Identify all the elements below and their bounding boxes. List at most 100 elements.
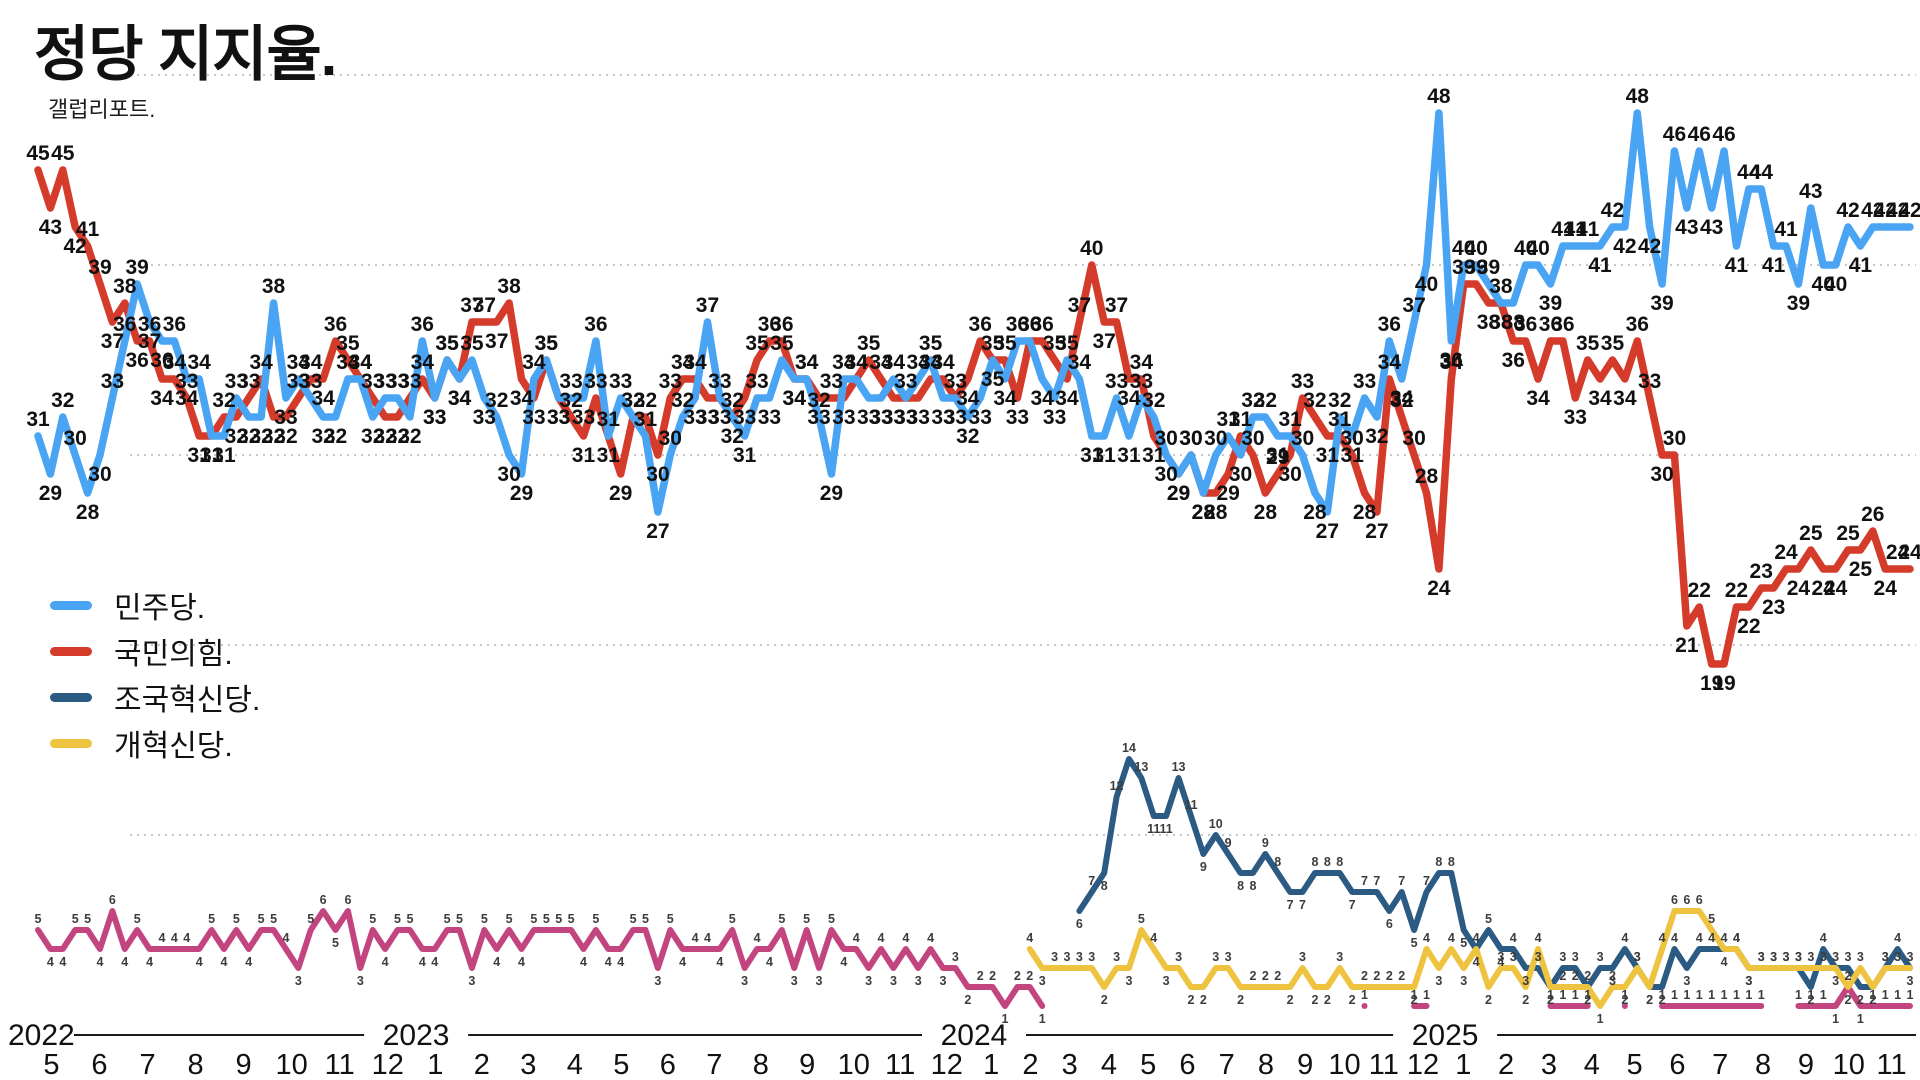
- svg-text:33: 33: [386, 370, 409, 393]
- svg-text:29: 29: [609, 482, 632, 505]
- svg-text:33: 33: [683, 406, 706, 429]
- svg-text:36: 36: [758, 313, 781, 336]
- svg-text:29: 29: [1266, 446, 1289, 469]
- svg-text:30: 30: [1340, 427, 1363, 450]
- svg-text:8: 8: [1311, 855, 1318, 869]
- svg-text:3: 3: [865, 974, 872, 988]
- svg-text:2: 2: [977, 969, 984, 983]
- svg-text:4: 4: [902, 931, 909, 945]
- svg-text:5: 5: [1138, 912, 1145, 926]
- svg-text:6: 6: [320, 893, 327, 907]
- svg-text:5: 5: [270, 912, 277, 926]
- svg-text:11: 11: [1160, 822, 1173, 836]
- svg-text:33: 33: [696, 406, 719, 429]
- svg-text:3: 3: [1857, 950, 1864, 964]
- svg-text:32: 32: [721, 425, 744, 448]
- svg-text:37: 37: [473, 294, 496, 317]
- svg-text:6: 6: [1683, 893, 1690, 907]
- month-label: 2: [1022, 1049, 1038, 1080]
- svg-text:26: 26: [1861, 503, 1884, 526]
- svg-text:42: 42: [64, 235, 87, 258]
- svg-text:31: 31: [597, 408, 621, 431]
- svg-text:4: 4: [1894, 931, 1901, 945]
- svg-text:33: 33: [944, 370, 967, 393]
- svg-text:40: 40: [1526, 237, 1549, 260]
- svg-text:8: 8: [1274, 855, 1281, 869]
- svg-text:4: 4: [704, 931, 711, 945]
- legend-label-rebuilding-korea: 조국혁신당.: [114, 684, 261, 717]
- svg-text:8: 8: [1448, 855, 1455, 869]
- svg-text:32: 32: [311, 425, 334, 448]
- svg-text:39: 39: [1539, 292, 1562, 315]
- month-label: 3: [520, 1049, 536, 1080]
- svg-text:33: 33: [1105, 370, 1128, 393]
- svg-text:3: 3: [791, 974, 798, 988]
- svg-text:5: 5: [506, 912, 513, 926]
- legend-label-minjoo: 민주당.: [114, 592, 206, 625]
- svg-text:1: 1: [1832, 1012, 1839, 1026]
- svg-text:48: 48: [1427, 85, 1451, 108]
- svg-text:13: 13: [1172, 760, 1186, 774]
- svg-text:4: 4: [1696, 931, 1703, 945]
- svg-text:3: 3: [940, 974, 947, 988]
- svg-text:3: 3: [952, 950, 959, 964]
- svg-text:37: 37: [101, 330, 124, 353]
- svg-text:5: 5: [555, 912, 562, 926]
- svg-text:30: 30: [64, 427, 87, 450]
- svg-text:2: 2: [1237, 993, 1244, 1007]
- svg-text:5: 5: [1411, 936, 1418, 950]
- svg-text:33: 33: [944, 406, 967, 429]
- svg-text:32: 32: [671, 389, 694, 412]
- svg-text:32: 32: [1365, 425, 1388, 448]
- svg-text:5: 5: [1485, 912, 1492, 926]
- svg-text:8: 8: [1435, 855, 1442, 869]
- svg-text:3: 3: [1882, 950, 1889, 964]
- svg-text:3: 3: [915, 974, 922, 988]
- svg-text:32: 32: [249, 425, 272, 448]
- svg-text:40: 40: [1464, 237, 1487, 260]
- svg-text:4: 4: [853, 931, 860, 945]
- svg-text:38: 38: [497, 275, 521, 298]
- svg-text:2: 2: [964, 993, 971, 1007]
- legend-label-ppp: 국민의힘.: [114, 638, 233, 671]
- svg-text:42: 42: [1613, 235, 1636, 258]
- svg-text:35: 35: [1043, 332, 1067, 355]
- svg-text:4: 4: [431, 955, 438, 969]
- svg-text:36: 36: [324, 313, 347, 336]
- svg-text:1: 1: [1696, 988, 1703, 1002]
- svg-text:33: 33: [522, 406, 545, 429]
- svg-text:4: 4: [282, 931, 289, 945]
- svg-text:2: 2: [1646, 993, 1653, 1007]
- svg-text:3: 3: [1522, 974, 1529, 988]
- svg-text:1: 1: [1039, 1012, 1046, 1026]
- svg-text:37: 37: [1402, 294, 1425, 317]
- svg-text:31: 31: [187, 444, 211, 467]
- svg-text:33: 33: [832, 406, 855, 429]
- svg-text:40: 40: [1514, 237, 1537, 260]
- svg-text:35: 35: [770, 332, 794, 355]
- svg-text:33: 33: [175, 370, 198, 393]
- svg-text:2: 2: [1373, 969, 1380, 983]
- svg-text:1: 1: [1423, 988, 1430, 1002]
- svg-text:41: 41: [1588, 254, 1612, 277]
- svg-text:25: 25: [1849, 558, 1873, 581]
- svg-text:23: 23: [1750, 560, 1773, 583]
- svg-text:5: 5: [1708, 912, 1715, 926]
- svg-text:3: 3: [1039, 974, 1046, 988]
- svg-text:31: 31: [1266, 444, 1290, 467]
- svg-text:34: 34: [349, 351, 373, 374]
- svg-text:39: 39: [1452, 256, 1475, 279]
- svg-text:37: 37: [138, 330, 161, 353]
- svg-text:41: 41: [1551, 218, 1575, 241]
- svg-text:32: 32: [559, 389, 582, 412]
- svg-text:4: 4: [1473, 955, 1480, 969]
- svg-text:3: 3: [654, 974, 661, 988]
- line-pink-series: [35, 908, 1913, 1009]
- svg-text:42: 42: [1898, 199, 1920, 222]
- svg-text:30: 30: [659, 427, 682, 450]
- svg-text:36: 36: [150, 349, 173, 372]
- svg-text:3: 3: [1051, 950, 1058, 964]
- svg-text:35: 35: [1601, 332, 1625, 355]
- svg-text:23: 23: [1762, 596, 1785, 619]
